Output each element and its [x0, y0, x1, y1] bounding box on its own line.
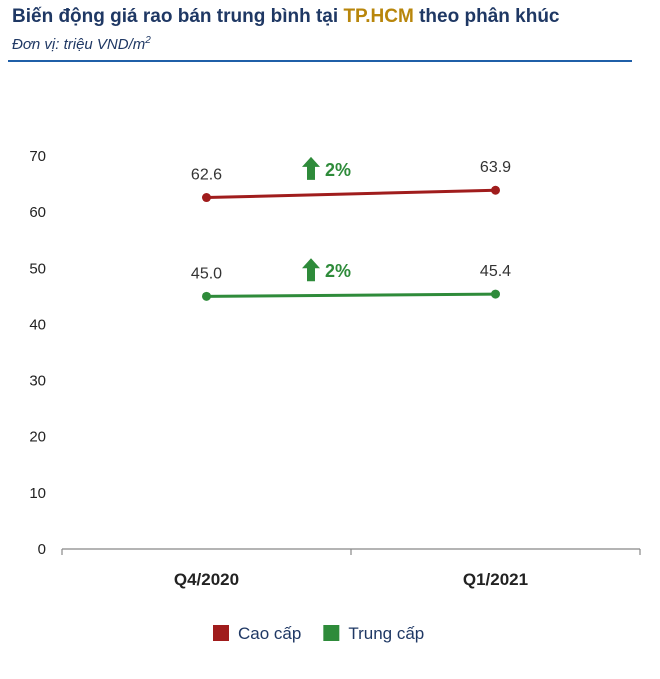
y-tick-label: 30 — [29, 373, 46, 390]
title-highlight: TP.HCM — [343, 6, 414, 27]
y-tick-label: 50 — [29, 260, 46, 277]
data-label: 45.4 — [480, 263, 511, 280]
y-tick-label: 70 — [29, 148, 46, 165]
title-part-2: theo phân khúc — [413, 6, 560, 27]
data-point — [202, 193, 211, 203]
data-point — [491, 289, 500, 299]
legend-swatch — [213, 625, 229, 641]
legend-label: Trung cấp — [348, 624, 424, 643]
y-tick-label: 0 — [38, 541, 46, 558]
data-point — [491, 185, 500, 195]
chart-title: Biến động giá rao bán trung bình tại TP.… — [12, 6, 560, 28]
x-category-label: Q1/2021 — [463, 570, 528, 589]
legend-label: Cao cấp — [238, 624, 301, 643]
y-tick-label: 40 — [29, 316, 46, 333]
unit-subtitle: Đơn vị: triệu VND/m2 — [12, 35, 151, 53]
data-label: 62.6 — [191, 167, 222, 184]
up-arrow-icon — [302, 258, 320, 282]
x-category-label: Q4/2020 — [174, 570, 239, 589]
up-arrow-icon — [302, 156, 320, 180]
title-divider — [8, 60, 632, 62]
series-line — [206, 292, 496, 298]
data-label: 45.0 — [191, 265, 222, 282]
change-label: 2% — [325, 261, 351, 281]
change-label: 2% — [325, 160, 351, 180]
data-point — [202, 291, 211, 301]
y-tick-label: 60 — [29, 204, 46, 221]
legend-swatch — [323, 625, 340, 641]
series-line — [206, 188, 496, 200]
unit-superscript: 2 — [145, 35, 151, 46]
data-label: 63.9 — [480, 159, 511, 176]
title-part-1: Biến động giá rao bán trung bình tại — [12, 6, 344, 27]
y-tick-label: 20 — [29, 429, 46, 446]
y-tick-label: 10 — [29, 485, 46, 502]
unit-text: Đơn vị: triệu VND/m — [12, 36, 146, 53]
